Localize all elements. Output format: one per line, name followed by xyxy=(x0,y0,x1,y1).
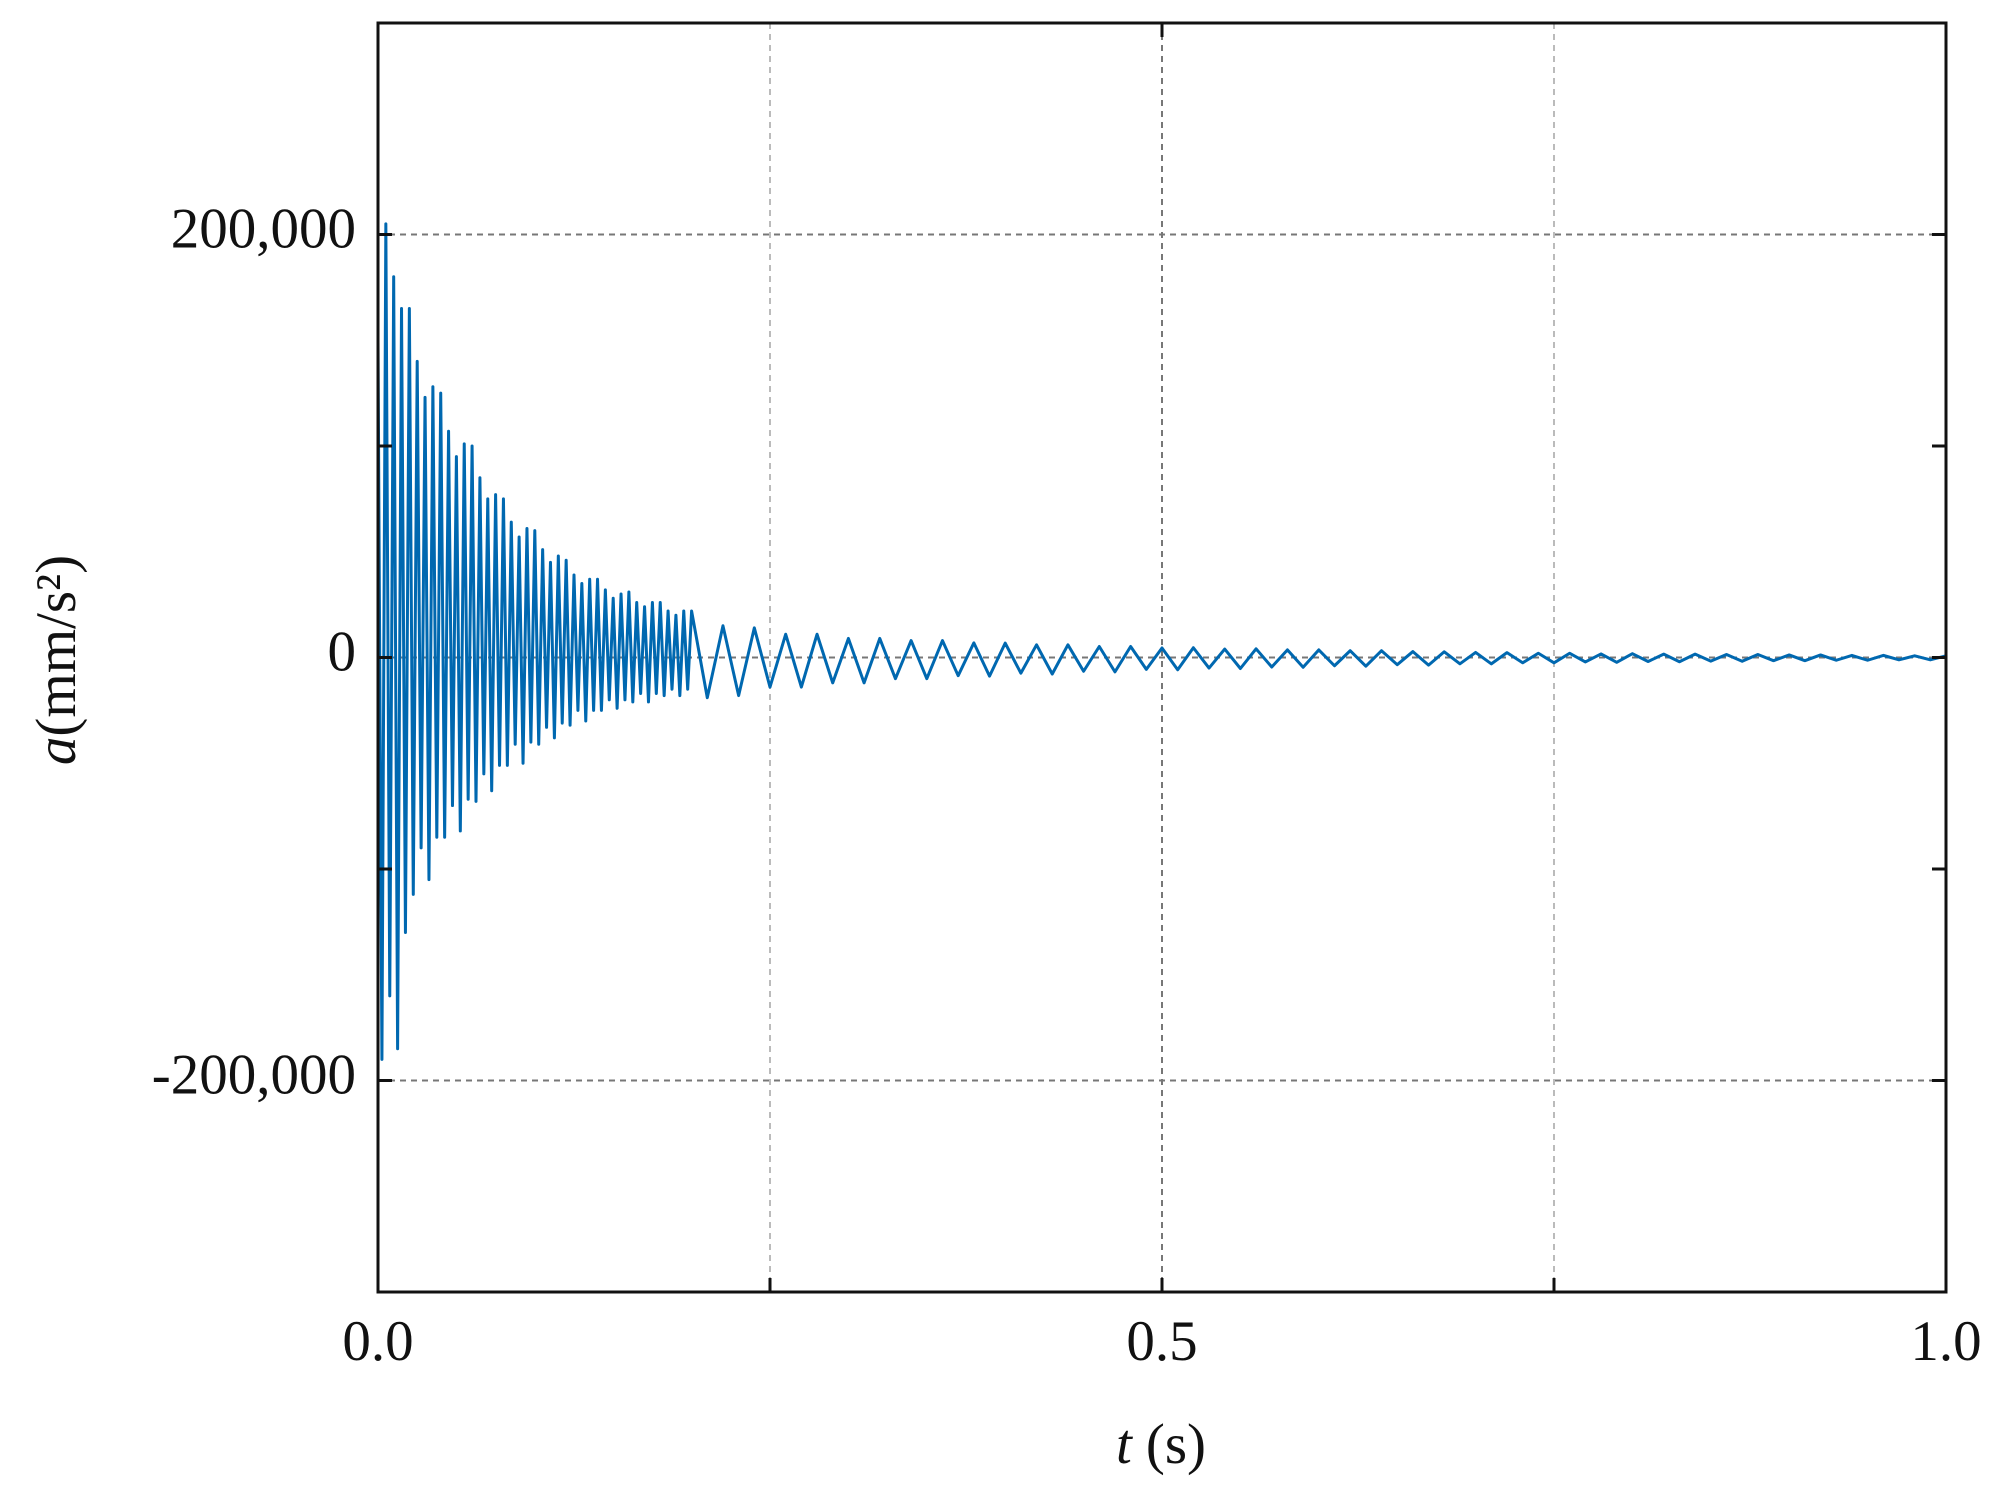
x-tick-label: 0.5 xyxy=(1126,1310,1197,1373)
x-tick-label: 1.0 xyxy=(1910,1310,1981,1373)
x-tick-label: 0.0 xyxy=(342,1310,413,1373)
signal-line xyxy=(376,222,1947,1061)
y-axis-unit: (mm/s²) xyxy=(25,555,88,737)
plot-frame xyxy=(376,21,1948,1294)
y-axis-symbol: a xyxy=(25,737,88,766)
y-tick-label: 200,000 xyxy=(171,198,356,261)
y-tick-label: 0 xyxy=(328,621,357,684)
x-axis-unit: (s) xyxy=(1146,1413,1206,1476)
x-axis-symbol: t xyxy=(1116,1413,1133,1476)
x-axis-label: t (s) xyxy=(1116,1413,1206,1476)
y-axis-label: a(mm/s²) xyxy=(25,555,88,765)
axes: -200,000 0 200,000 0.0 0.5 1.0 xyxy=(152,21,1982,1373)
plot-area xyxy=(376,222,1947,1061)
y-tick-label: -200,000 xyxy=(152,1044,356,1107)
